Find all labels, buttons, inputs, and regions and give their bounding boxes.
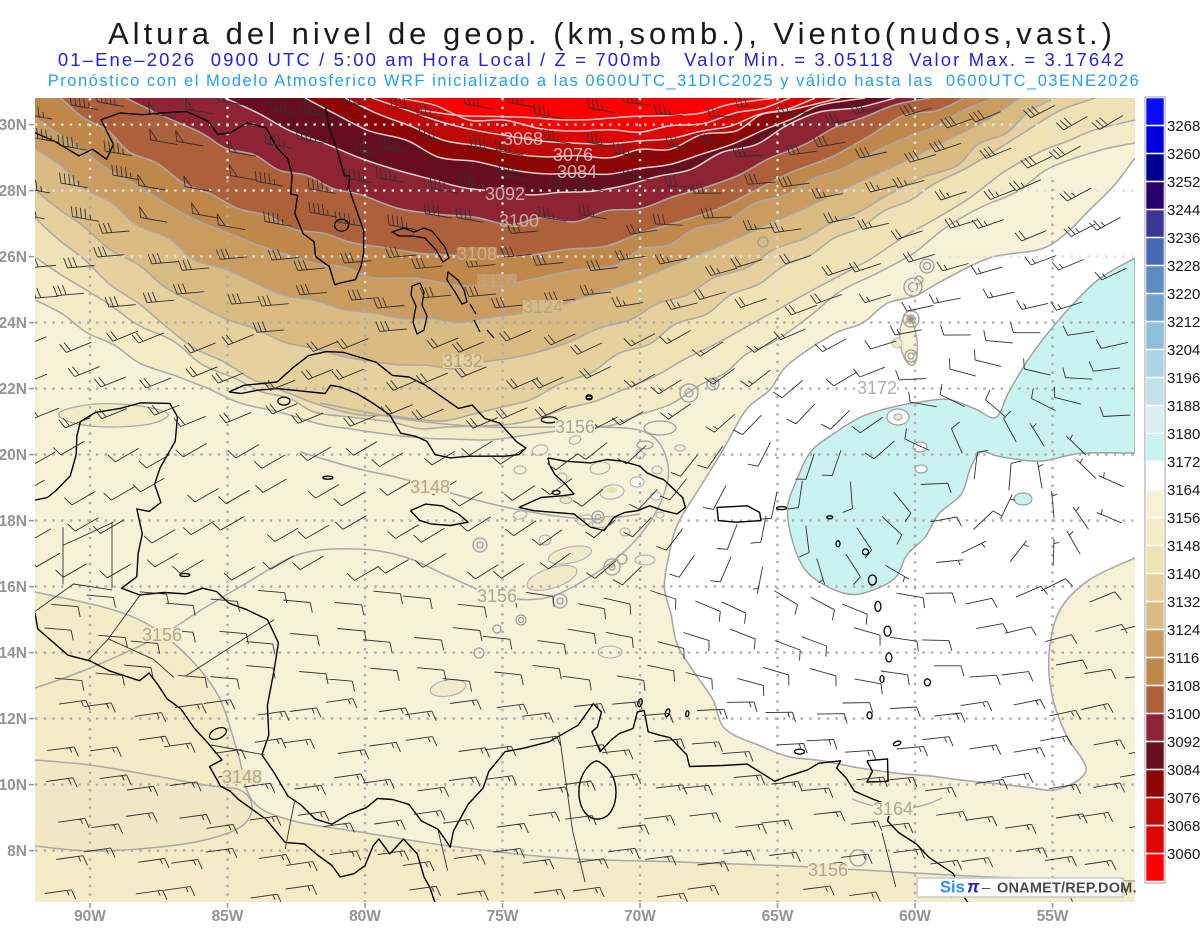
svg-text:3132: 3132 (443, 351, 483, 371)
svg-text:70W: 70W (624, 908, 656, 925)
svg-text:3156: 3156 (808, 860, 848, 880)
svg-text:28N: 28N (0, 183, 27, 200)
svg-text:3076: 3076 (553, 145, 593, 165)
svg-text:18N: 18N (0, 513, 27, 530)
svg-text:14N: 14N (0, 645, 27, 662)
svg-text:12N: 12N (0, 711, 27, 728)
svg-text:3180: 3180 (1167, 426, 1200, 443)
svg-text:85W: 85W (212, 908, 244, 925)
svg-text:Altura del nivel de geop. (km,: Altura del nivel de geop. (km,somb.), Vi… (108, 16, 1116, 51)
svg-text:20N: 20N (0, 447, 27, 464)
svg-text:3124: 3124 (1167, 622, 1200, 639)
svg-text:π: π (967, 877, 980, 897)
svg-text:–: – (982, 880, 991, 897)
svg-text:3236: 3236 (1167, 230, 1200, 247)
svg-text:3116: 3116 (1167, 650, 1199, 667)
svg-text:60W: 60W (899, 908, 931, 925)
svg-text:3188: 3188 (1167, 398, 1200, 415)
svg-text:3148: 3148 (1167, 538, 1200, 555)
svg-text:3076: 3076 (1167, 790, 1200, 807)
svg-text:3260: 3260 (1167, 146, 1200, 163)
svg-text:3220: 3220 (1167, 286, 1200, 303)
svg-text:3108: 3108 (457, 244, 497, 264)
svg-text:3068: 3068 (1167, 818, 1200, 835)
svg-text:01–Ene–2026 0900 UTC / 5:00 a: 01–Ene–2026 0900 UTC / 5:00 am Hora Loca… (58, 49, 1126, 70)
svg-text:3132: 3132 (1167, 594, 1200, 611)
svg-text:3060: 3060 (1167, 846, 1200, 863)
svg-text:3172: 3172 (857, 378, 897, 398)
svg-text:3172: 3172 (1167, 454, 1200, 471)
svg-text:30N: 30N (0, 117, 27, 134)
svg-text:3156: 3156 (142, 625, 182, 645)
svg-text:3244: 3244 (1167, 202, 1200, 219)
svg-text:3092: 3092 (485, 184, 525, 204)
svg-text:3084: 3084 (1167, 762, 1200, 779)
svg-text:55W: 55W (1037, 908, 1069, 925)
svg-text:24N: 24N (0, 315, 27, 332)
svg-text:22N: 22N (0, 381, 27, 398)
svg-text:26N: 26N (0, 249, 27, 266)
svg-text:3164: 3164 (873, 799, 913, 819)
svg-text:8N: 8N (7, 843, 27, 860)
svg-text:3092: 3092 (1167, 734, 1200, 751)
svg-text:Pronóstico con el Modelo Atmos: Pronóstico con el Modelo Atmosferico WRF… (48, 72, 1140, 90)
svg-text:3116: 3116 (478, 271, 517, 291)
svg-text:90W: 90W (74, 908, 106, 925)
svg-text:ONAMET/REP.DOM.: ONAMET/REP.DOM. (997, 881, 1137, 897)
svg-text:3100: 3100 (1167, 706, 1200, 723)
svg-text:3084: 3084 (557, 162, 597, 182)
svg-text:3196: 3196 (1167, 370, 1200, 387)
svg-text:3156: 3156 (477, 586, 517, 606)
svg-text:3156: 3156 (555, 417, 595, 437)
svg-text:3124: 3124 (523, 297, 563, 317)
svg-text:3204: 3204 (1167, 342, 1200, 359)
svg-text:75W: 75W (487, 908, 519, 925)
svg-text:16N: 16N (0, 579, 27, 596)
svg-text:3164: 3164 (1167, 482, 1200, 499)
svg-text:3100: 3100 (499, 211, 539, 231)
svg-text:Sis: Sis (940, 879, 965, 897)
svg-text:65W: 65W (762, 908, 794, 925)
svg-text:3148: 3148 (410, 477, 450, 497)
svg-text:80W: 80W (349, 908, 381, 925)
svg-text:3068: 3068 (503, 129, 543, 149)
svg-text:3228: 3228 (1167, 258, 1200, 275)
svg-text:3156: 3156 (1167, 510, 1200, 527)
svg-text:3148: 3148 (222, 767, 262, 787)
svg-text:3268: 3268 (1167, 118, 1200, 135)
svg-text:3212: 3212 (1167, 314, 1200, 331)
svg-text:10N: 10N (0, 777, 27, 794)
svg-text:3108: 3108 (1167, 678, 1200, 695)
svg-text:3140: 3140 (1167, 566, 1200, 583)
svg-text:3252: 3252 (1167, 174, 1200, 191)
